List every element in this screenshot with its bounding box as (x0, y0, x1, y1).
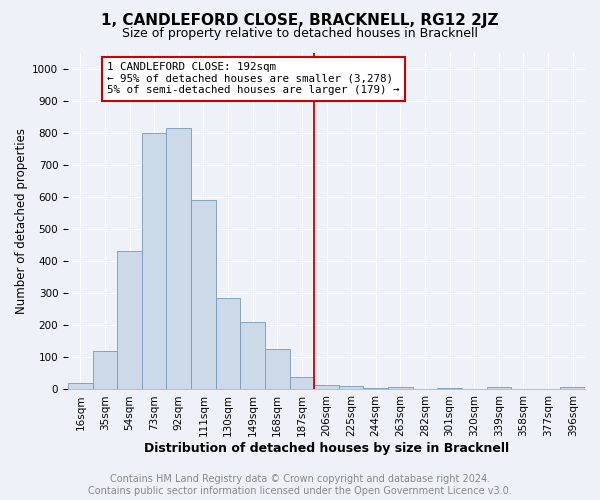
Text: 1, CANDLEFORD CLOSE, BRACKNELL, RG12 2JZ: 1, CANDLEFORD CLOSE, BRACKNELL, RG12 2JZ (101, 12, 499, 28)
Bar (68, 383, 92, 390)
Y-axis label: Number of detached properties: Number of detached properties (15, 128, 28, 314)
Bar (191, 200, 216, 390)
Text: 1 CANDLEFORD CLOSE: 192sqm
← 95% of detached houses are smaller (3,278)
5% of se: 1 CANDLEFORD CLOSE: 192sqm ← 95% of deta… (107, 62, 400, 96)
Bar (364, 388, 388, 390)
Bar (290, 376, 314, 390)
Bar (314, 384, 339, 390)
Bar (339, 386, 364, 390)
Text: Size of property relative to detached houses in Bracknell: Size of property relative to detached ho… (122, 28, 478, 40)
X-axis label: Distribution of detached houses by size in Bracknell: Distribution of detached houses by size … (144, 442, 509, 455)
Bar (92, 351, 117, 390)
Bar (142, 132, 166, 390)
Bar (241, 322, 265, 390)
Bar (117, 252, 142, 390)
Bar (560, 387, 585, 390)
Bar (166, 128, 191, 390)
Bar (437, 388, 462, 390)
Text: Contains HM Land Registry data © Crown copyright and database right 2024.
Contai: Contains HM Land Registry data © Crown c… (88, 474, 512, 496)
Bar (216, 298, 241, 390)
Bar (265, 350, 290, 390)
Bar (487, 387, 511, 390)
Bar (388, 387, 413, 390)
